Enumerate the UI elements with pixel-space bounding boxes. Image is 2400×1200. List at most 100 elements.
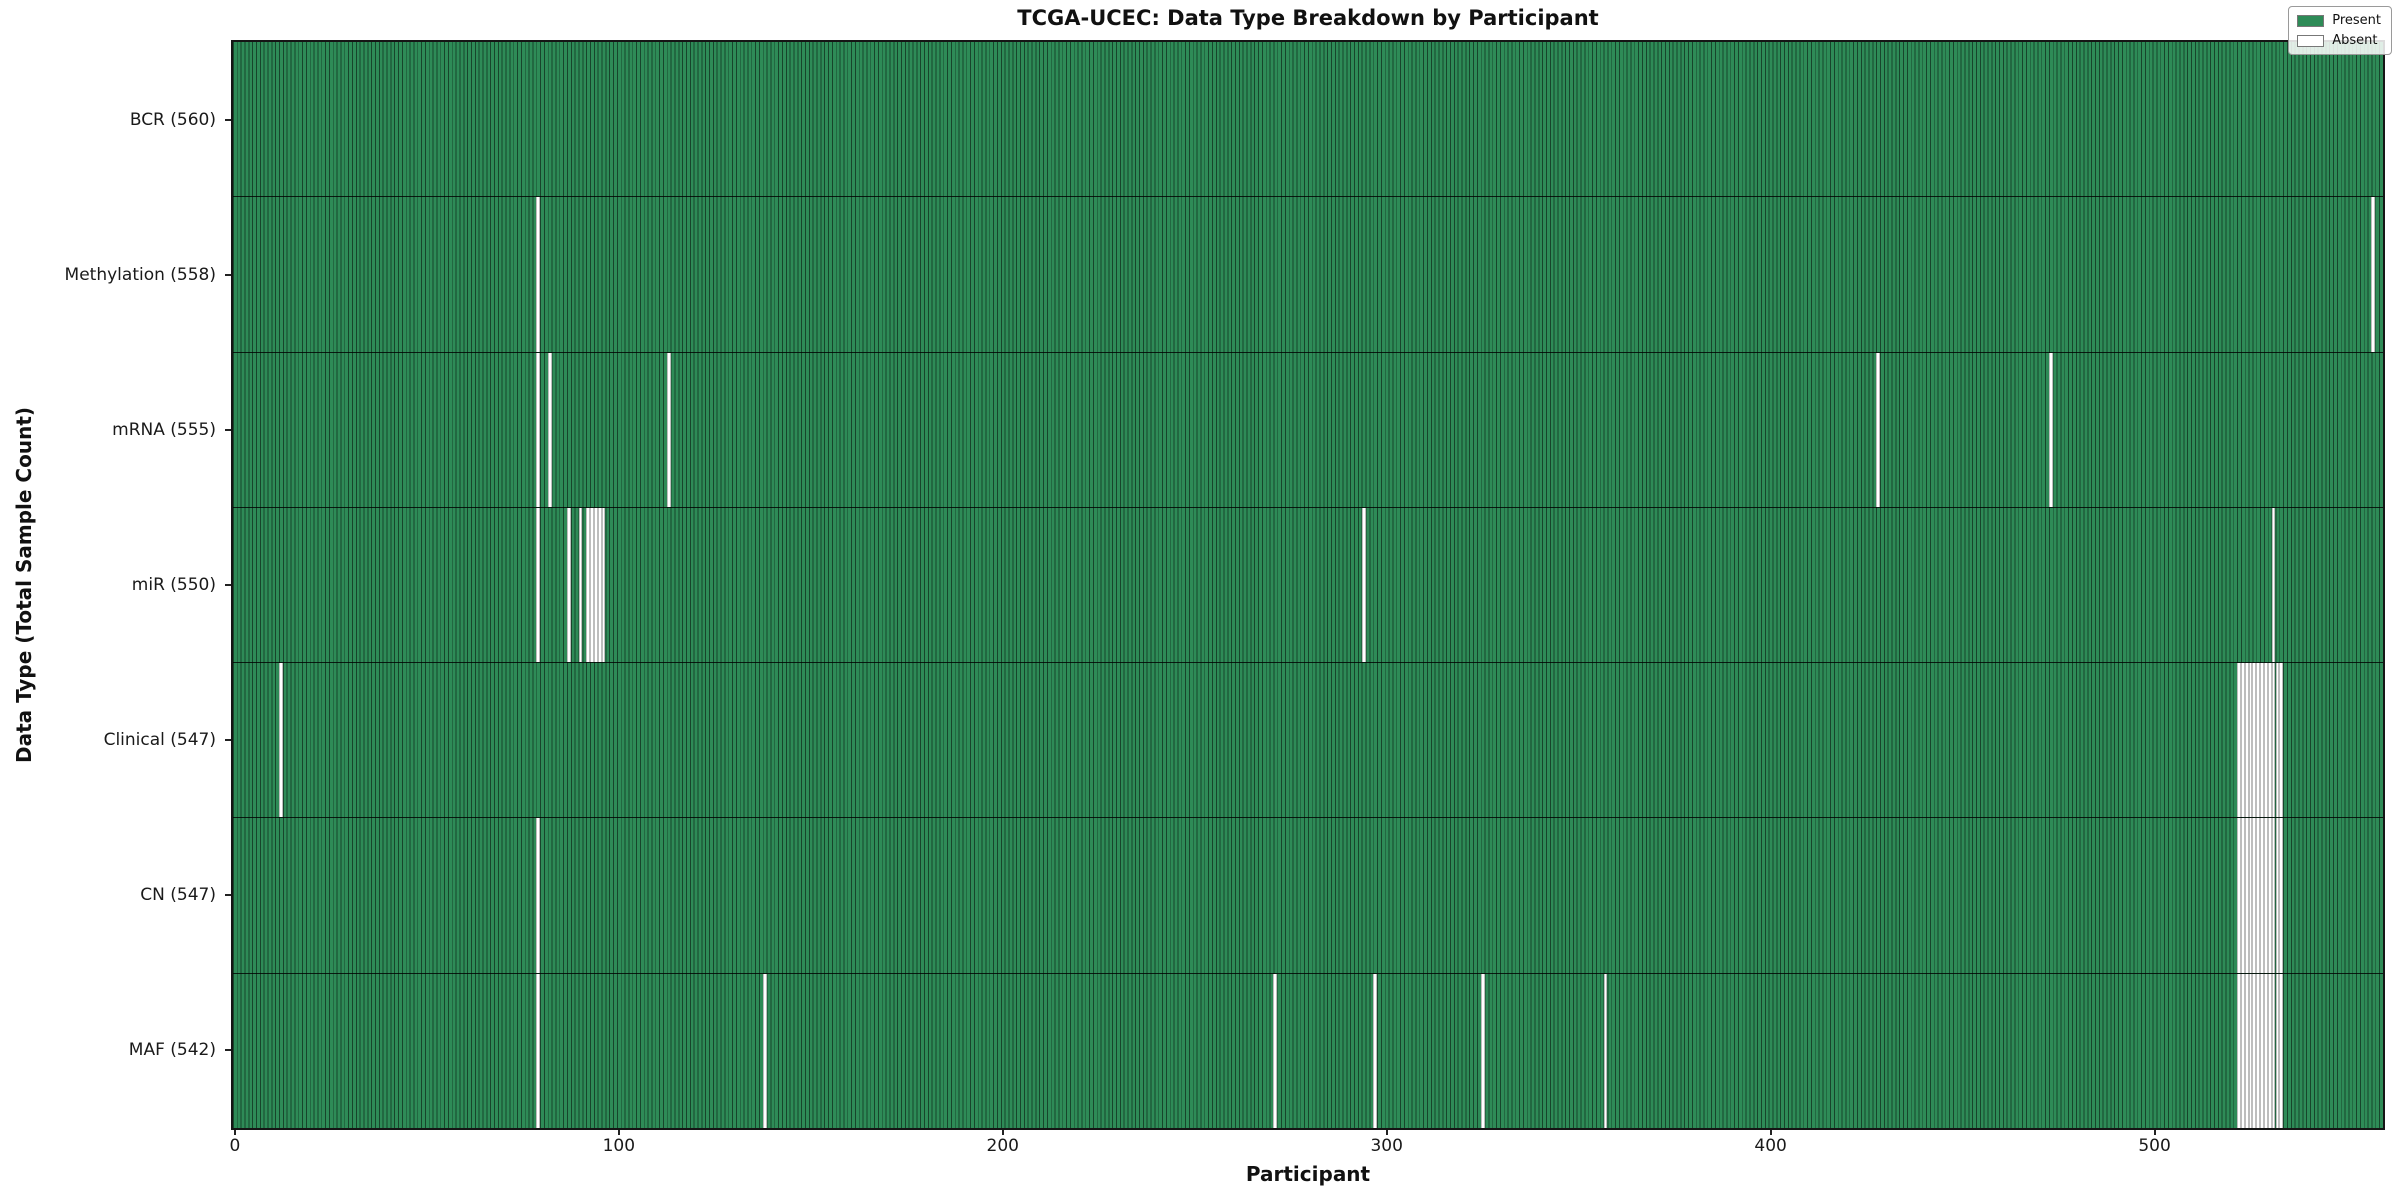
legend-absent-swatch (2297, 34, 2325, 47)
y-tick-mark (225, 584, 232, 586)
absent-bar (2371, 197, 2376, 352)
absent-bar (2267, 663, 2272, 818)
absent-bar (2275, 818, 2280, 973)
absent-bar (536, 507, 541, 663)
y-tick-mark (225, 1049, 232, 1052)
x-tick-label: 500 (2138, 1136, 2171, 1156)
absent-bar (593, 507, 598, 663)
absent-bar (2244, 818, 2249, 973)
x-tick-label: 400 (1754, 1136, 1787, 1156)
absent-bar (2237, 818, 2241, 973)
y-tick-label: MAF (542) (128, 1040, 216, 1061)
absent-bar (547, 352, 552, 507)
row-band-cn (233, 817, 2383, 973)
x-axis-label: Participant (1245, 1162, 1371, 1186)
absent-bar (536, 818, 541, 973)
absent-bar (1876, 352, 1881, 507)
absent-bar (536, 973, 541, 1128)
absent-bar (2237, 663, 2241, 818)
plot-area (233, 42, 2383, 1128)
absent-bar (2240, 818, 2245, 973)
absent-bar (2248, 663, 2253, 818)
y-tick-mark (225, 739, 232, 742)
absent-bar (2271, 973, 2276, 1128)
y-tick-label: Methylation (558) (64, 264, 216, 285)
absent-bar (2267, 818, 2272, 973)
absent-bar (2275, 663, 2280, 818)
absent-bar (1480, 973, 1485, 1128)
absent-bar (2275, 973, 2280, 1128)
y-tick-label: mRNA (555) (112, 419, 216, 440)
y-tick-label: CN (547) (140, 885, 216, 906)
row-band-mir (233, 506, 2383, 663)
row-band-clinical (233, 662, 2383, 818)
absent-bar (2248, 973, 2253, 1128)
absent-bar (2271, 507, 2276, 663)
absent-bar (666, 352, 671, 507)
absent-bar (2048, 352, 2053, 507)
absent-bar (1373, 973, 1378, 1128)
absent-bar (2279, 973, 2284, 1128)
absent-bar (2260, 663, 2264, 818)
absent-bar (2252, 973, 2257, 1128)
y-tick-mark (225, 273, 232, 276)
y-tick-mark (225, 428, 232, 431)
absent-bar (2263, 663, 2268, 818)
legend-entry-present: Present (2297, 13, 2381, 28)
absent-bar (2256, 973, 2261, 1128)
absent-bar (586, 507, 591, 663)
row-band-methylation (233, 196, 2383, 352)
y-tick-label: BCR (560) (129, 109, 216, 130)
x-tick-mark (1385, 1128, 1388, 1135)
absent-bar (536, 197, 541, 352)
legend-present-label: Present (2332, 13, 2381, 28)
absent-bar (2271, 663, 2276, 818)
row-band-bcr (233, 42, 2383, 197)
absent-bar (1361, 507, 1366, 663)
absent-bar (2252, 663, 2257, 818)
absent-bar (601, 507, 606, 663)
absent-bar (2279, 663, 2284, 818)
absent-bar (590, 507, 594, 663)
x-tick-label: 300 (1370, 1136, 1403, 1156)
absent-bar (762, 973, 767, 1128)
chart-title: TCGA-UCEC: Data Type Breakdown by Partic… (1017, 6, 1599, 30)
x-tick-mark (617, 1128, 620, 1135)
absent-bar (2240, 973, 2245, 1128)
absent-bar (1603, 973, 1608, 1128)
absent-bar (2256, 663, 2261, 818)
absent-bar (2237, 973, 2241, 1128)
x-tick-label: 0 (229, 1136, 241, 1156)
absent-bar (2263, 818, 2268, 973)
absent-bar (578, 507, 583, 663)
absent-bar (2271, 818, 2276, 973)
x-tick-mark (233, 1128, 236, 1135)
absent-bar (2260, 973, 2264, 1128)
row-band-maf (233, 972, 2383, 1128)
absent-bar (2248, 818, 2253, 973)
y-tick-label: Clinical (547) (103, 730, 216, 751)
legend-present-swatch (2297, 14, 2325, 27)
absent-bar (536, 352, 541, 507)
legend-entry-absent: Absent (2297, 33, 2381, 48)
absent-bar (2279, 818, 2284, 973)
legend-absent-label: Absent (2332, 33, 2378, 48)
absent-bar (2256, 818, 2261, 973)
legend: Present Absent (2288, 6, 2392, 55)
y-tick-mark (225, 894, 232, 897)
absent-bar (597, 507, 602, 663)
absent-bar (2240, 663, 2245, 818)
absent-bar (2244, 973, 2249, 1128)
x-tick-mark (1001, 1128, 1004, 1135)
x-tick-label: 100 (602, 1136, 636, 1156)
absent-bar (2267, 973, 2272, 1128)
absent-bar (1273, 973, 1278, 1128)
x-tick-mark (1769, 1128, 1772, 1135)
absent-bar (2260, 818, 2264, 973)
row-band-mrna (233, 351, 2383, 507)
x-tick-label: 200 (986, 1136, 1019, 1156)
absent-bar (2244, 663, 2249, 818)
absent-bar (279, 663, 283, 818)
absent-bar (2252, 818, 2257, 973)
